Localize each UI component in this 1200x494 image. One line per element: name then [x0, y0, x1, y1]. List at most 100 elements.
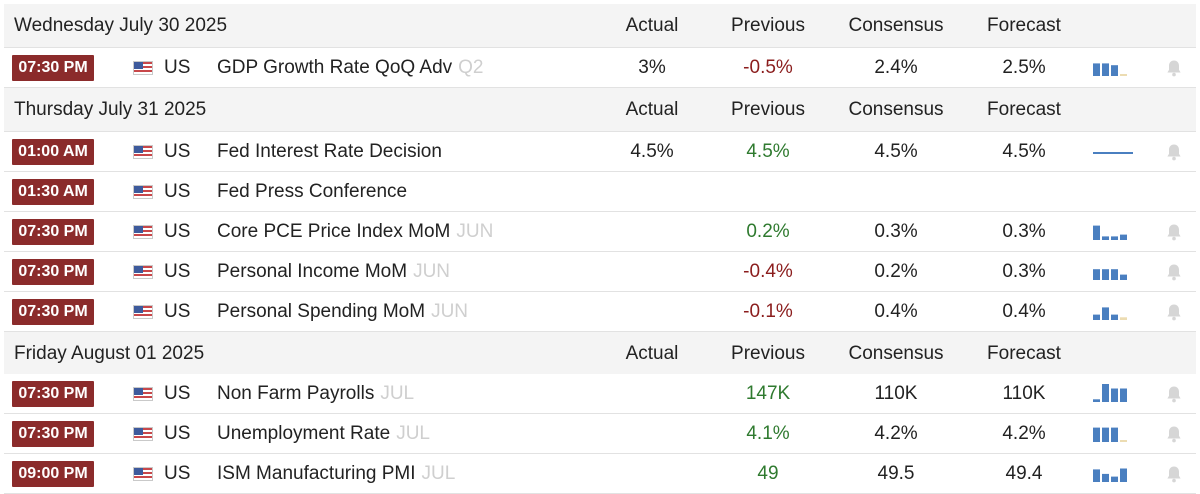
- sparkline-flat-line: [1093, 152, 1133, 154]
- event-forecast: [954, 172, 1094, 211]
- forecast-column-header: Forecast: [987, 98, 1061, 120]
- actual-column-header: Actual: [625, 342, 679, 364]
- sparkline-chart-icon[interactable]: [1091, 56, 1135, 80]
- day-date: Thursday July 31 2025: [14, 98, 207, 120]
- event-period: JUL: [421, 462, 456, 484]
- bell-icon[interactable]: [1164, 142, 1184, 162]
- event-row[interactable]: 07:30 PM US Core PCE Price Index MoM JUN …: [4, 212, 1196, 252]
- event-consensus: 110K: [874, 382, 918, 404]
- us-flag-icon: [133, 145, 153, 159]
- us-flag-icon: [133, 305, 153, 319]
- event-name[interactable]: Fed Interest Rate Decision: [217, 140, 442, 162]
- event-name-link[interactable]: Fed Interest Rate Decision: [217, 132, 448, 171]
- sparkline-chart-icon[interactable]: [1091, 300, 1135, 324]
- event-name[interactable]: Non Farm Payrolls: [217, 382, 375, 404]
- actual-column-header: Actual: [625, 14, 679, 36]
- event-time-badge: 07:30 PM: [12, 55, 94, 81]
- sparkline-bar: [1102, 236, 1109, 240]
- event-name-link[interactable]: Personal Spending MoM JUN: [217, 292, 468, 331]
- sparkline-bar: [1093, 427, 1100, 442]
- event-forecast: 0.3%: [1002, 260, 1046, 282]
- sparkline-bar: [1111, 427, 1118, 442]
- event-name[interactable]: GDP Growth Rate QoQ Adv: [217, 56, 453, 78]
- event-time-badge: 07:30 PM: [12, 421, 94, 447]
- event-actual: 3%: [638, 56, 666, 78]
- sparkline-bar: [1102, 384, 1109, 402]
- event-row[interactable]: 01:30 AM US Fed Press Conference: [4, 172, 1196, 212]
- us-flag-icon: [133, 225, 153, 239]
- bell-icon[interactable]: [1164, 302, 1184, 322]
- consensus-column-header: Consensus: [848, 342, 944, 364]
- event-previous: 147K: [745, 382, 791, 404]
- event-forecast: 2.5%: [1002, 56, 1046, 78]
- bell-icon[interactable]: [1164, 424, 1184, 444]
- bell-icon[interactable]: [1164, 262, 1184, 282]
- sparkline-bar: [1111, 65, 1118, 76]
- event-name[interactable]: Core PCE Price Index MoM: [217, 220, 451, 242]
- event-time-badge: 01:00 AM: [12, 139, 94, 165]
- event-time-badge: 01:30 AM: [12, 179, 94, 205]
- event-row[interactable]: 07:30 PM US Unemployment Rate JUL 4.1% 4.…: [4, 414, 1196, 454]
- sparkline-bar: [1111, 476, 1118, 482]
- event-country: US: [164, 462, 191, 484]
- event-forecast: 110K: [1002, 382, 1046, 404]
- sparkline-bar: [1102, 473, 1109, 482]
- sparkline-chart-icon[interactable]: [1091, 220, 1135, 244]
- event-name[interactable]: Unemployment Rate: [217, 422, 391, 444]
- us-flag-icon: [133, 265, 153, 279]
- event-actual: 4.5%: [630, 140, 674, 162]
- sparkline-bar: [1093, 269, 1100, 280]
- event-name-link[interactable]: Unemployment Rate JUL: [217, 414, 430, 453]
- bell-icon[interactable]: [1164, 222, 1184, 242]
- sparkline-chart-icon[interactable]: [1091, 462, 1135, 486]
- event-consensus: 0.2%: [874, 260, 918, 282]
- bell-icon[interactable]: [1164, 464, 1184, 484]
- event-consensus: [826, 172, 966, 211]
- event-period: JUL: [380, 382, 415, 404]
- forecast-column-header: Forecast: [987, 342, 1061, 364]
- sparkline-chart-icon[interactable]: [1091, 140, 1135, 164]
- bell-icon[interactable]: [1164, 384, 1184, 404]
- forecast-column-header: Forecast: [987, 14, 1061, 36]
- event-time-badge: 07:30 PM: [12, 299, 94, 325]
- sparkline-bar: [1111, 388, 1118, 402]
- bell-icon[interactable]: [1164, 58, 1184, 78]
- event-row[interactable]: 07:30 PM US Personal Spending MoM JUN -0.…: [4, 292, 1196, 332]
- event-name-link[interactable]: ISM Manufacturing PMI JUL: [217, 454, 455, 493]
- event-previous: 4.1%: [746, 422, 790, 444]
- event-name[interactable]: Personal Spending MoM: [217, 300, 426, 322]
- day-header: Wednesday July 30 2025 Actual Previous C…: [4, 4, 1196, 48]
- event-row[interactable]: 09:00 PM US ISM Manufacturing PMI JUL 49 …: [4, 454, 1196, 494]
- actual-column-header: Actual: [625, 98, 679, 120]
- event-consensus: 4.2%: [874, 422, 918, 444]
- event-name[interactable]: ISM Manufacturing PMI: [217, 462, 416, 484]
- event-name-link[interactable]: Fed Press Conference: [217, 172, 413, 211]
- event-period: Q2: [458, 56, 484, 78]
- sparkline-bar: [1093, 225, 1100, 240]
- event-row[interactable]: 07:30 PM US Non Farm Payrolls JUL 147K 11…: [4, 374, 1196, 414]
- event-name-link[interactable]: GDP Growth Rate QoQ Adv Q2: [217, 48, 484, 87]
- us-flag-icon: [133, 427, 153, 441]
- sparkline-chart-icon[interactable]: [1091, 260, 1135, 284]
- sparkline-bar: [1111, 236, 1118, 240]
- event-previous: 0.2%: [746, 220, 790, 242]
- event-name[interactable]: Personal Income MoM: [217, 260, 408, 282]
- event-row[interactable]: 07:30 PM US GDP Growth Rate QoQ Adv Q2 3%…: [4, 48, 1196, 88]
- event-name[interactable]: Fed Press Conference: [217, 180, 408, 202]
- event-period: JUN: [456, 220, 494, 242]
- event-row[interactable]: 07:30 PM US Personal Income MoM JUN -0.4%…: [4, 252, 1196, 292]
- sparkline-chart-icon[interactable]: [1091, 382, 1135, 406]
- sparkline-chart-icon[interactable]: [1091, 422, 1135, 446]
- us-flag-icon: [133, 185, 153, 199]
- event-name-link[interactable]: Non Farm Payrolls JUL: [217, 374, 414, 413]
- event-row[interactable]: 01:00 AM US Fed Interest Rate Decision 4…: [4, 132, 1196, 172]
- event-consensus: 0.3%: [874, 220, 918, 242]
- sparkline-bar: [1120, 388, 1127, 402]
- event-country: US: [164, 300, 191, 322]
- event-consensus: 4.5%: [874, 140, 918, 162]
- event-forecast: 49.4: [1005, 462, 1043, 484]
- event-name-link[interactable]: Personal Income MoM JUN: [217, 252, 450, 291]
- event-previous: 49: [757, 462, 779, 484]
- event-name-link[interactable]: Core PCE Price Index MoM JUN: [217, 212, 493, 251]
